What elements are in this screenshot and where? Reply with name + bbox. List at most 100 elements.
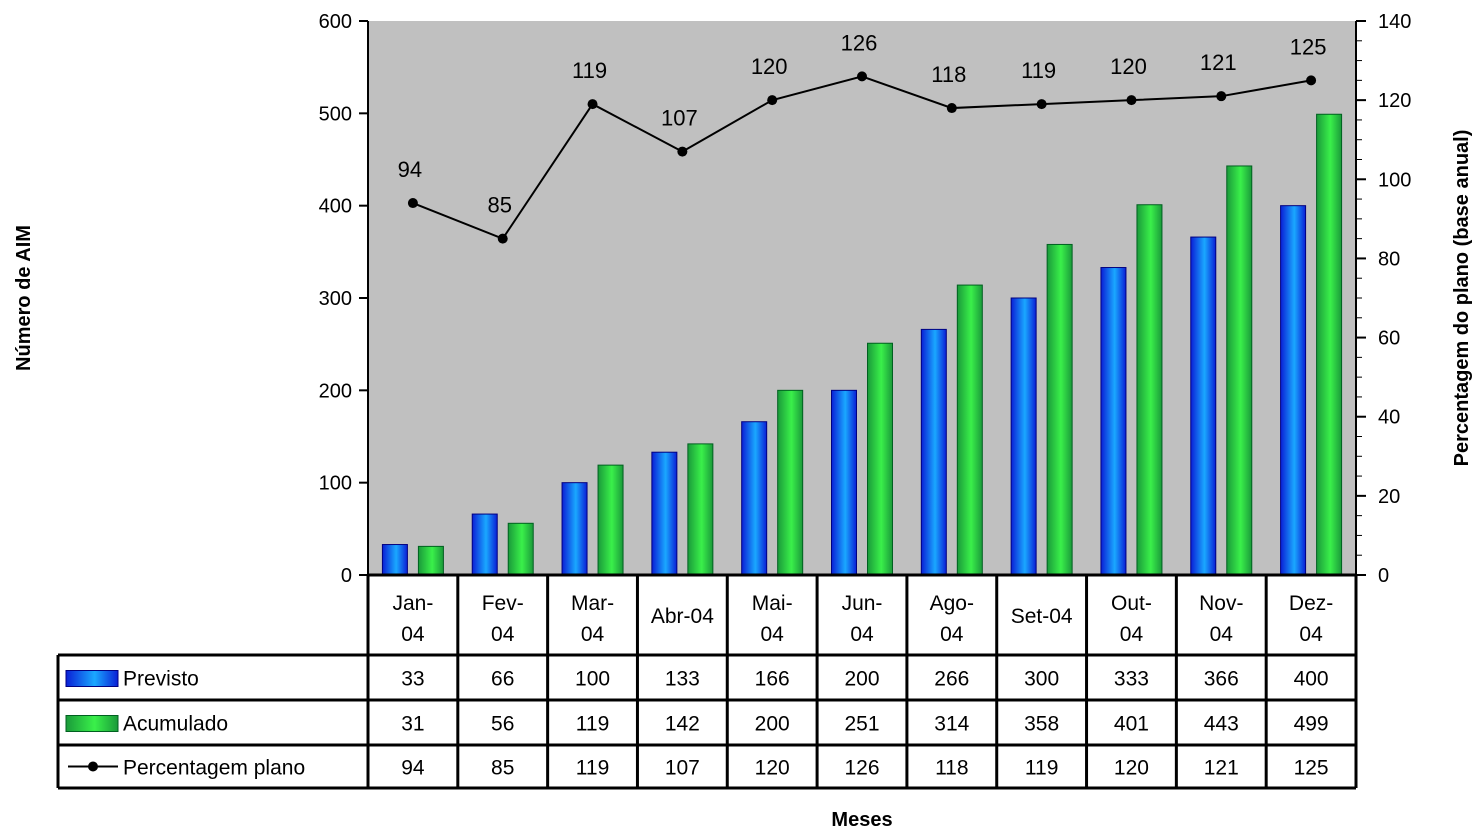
table-cell-value: 401 bbox=[1114, 713, 1149, 736]
bar-previsto bbox=[1190, 236, 1217, 576]
line-point bbox=[946, 103, 957, 114]
table-cell-value: 94 bbox=[401, 757, 425, 780]
legend-key-previsto bbox=[65, 670, 119, 687]
bar-previsto bbox=[741, 421, 768, 576]
x-tick-label: Ago- bbox=[930, 592, 974, 615]
legend-key-marker bbox=[88, 761, 98, 772]
table-cell-value: 200 bbox=[755, 713, 790, 736]
x-tick-label: Abr-04 bbox=[651, 605, 714, 628]
legend-label: Previsto bbox=[123, 668, 199, 691]
x-tick-label: 04 bbox=[491, 623, 515, 646]
line-point bbox=[407, 198, 418, 209]
table-cell-value: 33 bbox=[401, 668, 424, 691]
table-cell-value: 119 bbox=[576, 713, 609, 736]
bar-previsto bbox=[1280, 205, 1307, 576]
bar-previsto bbox=[651, 451, 678, 576]
line-point bbox=[587, 99, 598, 110]
bar-acumulado bbox=[956, 284, 983, 576]
y-tick-label: 0 bbox=[341, 565, 352, 587]
line-point bbox=[677, 146, 688, 157]
line-data-label: 85 bbox=[487, 193, 511, 218]
y-tick-label: 200 bbox=[319, 380, 352, 402]
line-point bbox=[857, 71, 867, 82]
x-tick-label: Jun- bbox=[842, 592, 883, 615]
bar-previsto bbox=[561, 482, 588, 576]
line-data-label: 94 bbox=[398, 157, 422, 182]
y-tick-label: 100 bbox=[319, 473, 352, 495]
bar-previsto bbox=[831, 389, 857, 576]
table-cell-value: 56 bbox=[491, 713, 514, 736]
axes: 0 100 200 300 400 500 600 0 20 40 60 80 100 120 140 bbox=[319, 11, 1412, 587]
table-cell-value: 120 bbox=[755, 757, 790, 780]
y-axis-title: Número de AIM bbox=[13, 225, 35, 371]
table-cell-value: 166 bbox=[755, 668, 790, 691]
y2-tick-label: 60 bbox=[1378, 328, 1400, 350]
y-tick-label: 300 bbox=[319, 288, 352, 310]
bar-previsto bbox=[1100, 267, 1127, 576]
bar-previsto bbox=[471, 513, 498, 576]
table-cell-value: 300 bbox=[1024, 668, 1059, 691]
table-cell-value: 251 bbox=[844, 713, 879, 736]
bar-previsto bbox=[920, 328, 947, 576]
bar-acumulado bbox=[507, 522, 534, 576]
bar-previsto bbox=[381, 544, 408, 576]
bar-acumulado bbox=[1316, 113, 1343, 576]
line-data-label: 118 bbox=[931, 62, 966, 87]
line-point bbox=[1126, 95, 1137, 106]
bar-marks bbox=[381, 113, 1343, 576]
table-cell-value: 133 bbox=[665, 668, 700, 691]
line-data-label: 125 bbox=[1290, 34, 1327, 59]
table-cell-value: 333 bbox=[1114, 668, 1149, 691]
line-data-label: 120 bbox=[751, 54, 788, 79]
x-tick-label: Fev- bbox=[482, 592, 524, 615]
x-tick-label: 04 bbox=[1120, 623, 1144, 646]
line-point bbox=[497, 233, 508, 244]
x-tick-label: Set-04 bbox=[1011, 605, 1073, 628]
x-tick-label: 04 bbox=[401, 623, 425, 646]
bar-acumulado bbox=[687, 443, 714, 576]
x-tick-label: 04 bbox=[1210, 623, 1234, 646]
x-tick-label: 04 bbox=[940, 623, 964, 646]
bar-acumulado bbox=[777, 389, 804, 576]
x-axis-title: Meses bbox=[831, 809, 892, 831]
y-tick-label: 400 bbox=[319, 196, 352, 218]
y2-tick-label: 40 bbox=[1378, 407, 1400, 429]
line-point bbox=[767, 95, 778, 106]
line-data-label: 107 bbox=[661, 106, 698, 131]
x-tick-label: Mar- bbox=[571, 592, 614, 615]
table-cell-value: 120 bbox=[1114, 757, 1149, 780]
y-tick-label: 600 bbox=[319, 11, 352, 33]
line-data-label: 126 bbox=[841, 30, 878, 55]
y2-tick-label: 100 bbox=[1378, 169, 1411, 191]
y2-tick-label: 80 bbox=[1378, 248, 1400, 270]
table-cell-value: 400 bbox=[1294, 668, 1329, 691]
x-tick-label: Mai- bbox=[752, 592, 793, 615]
table-cell-value: 119 bbox=[576, 757, 609, 780]
line-data-label: 121 bbox=[1200, 50, 1237, 75]
y2-tick-label: 140 bbox=[1378, 11, 1411, 33]
data-table: Jan- 04 Fev- 04 Mar- 04 Abr-04 Mai- 04 Jun- 04 Ago-… bbox=[56, 573, 1358, 790]
x-tick-label: 04 bbox=[850, 623, 874, 646]
bar-acumulado bbox=[1046, 243, 1073, 576]
legend-label: Acumulado bbox=[123, 713, 228, 736]
y2-axis-title: Percentagem do plano (base anual) bbox=[1451, 130, 1473, 467]
x-tick-label: 04 bbox=[581, 623, 605, 646]
line-series: 94 85 119 107 120 126 118 119 120 121 125 bbox=[398, 30, 1327, 244]
x-tick-label: Jan- bbox=[392, 592, 433, 615]
table-cell-value: 31 bbox=[401, 713, 424, 736]
x-tick-label: Dez- bbox=[1289, 592, 1333, 615]
legend-key-acumulado bbox=[65, 715, 119, 732]
x-tick-label: Out- bbox=[1111, 592, 1152, 615]
y-tick-label: 500 bbox=[319, 103, 352, 125]
table-cell-value: 100 bbox=[575, 668, 610, 691]
table-cell-value: 107 bbox=[665, 757, 700, 780]
bar-acumulado bbox=[417, 545, 444, 576]
table-cell-value: 119 bbox=[1025, 757, 1058, 780]
table-cell-value: 499 bbox=[1294, 713, 1329, 736]
bar-acumulado bbox=[867, 342, 893, 576]
table-cell-value: 125 bbox=[1294, 757, 1329, 780]
table-cell-value: 126 bbox=[844, 757, 879, 780]
x-tick-label: 04 bbox=[1299, 623, 1323, 646]
table-cell-value: 443 bbox=[1204, 713, 1239, 736]
bar-acumulado bbox=[1136, 204, 1163, 576]
